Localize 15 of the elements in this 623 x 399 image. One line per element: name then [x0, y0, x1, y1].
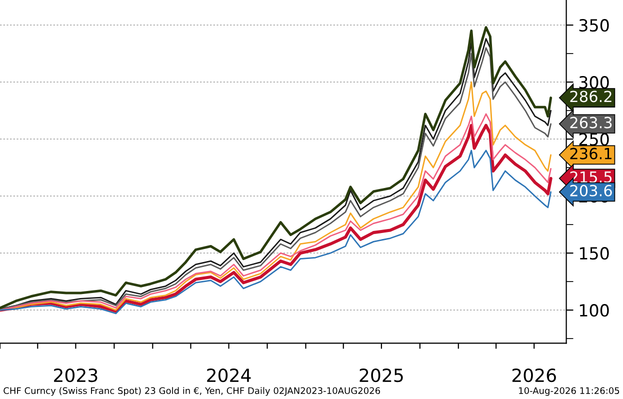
x-tick-label: 2026	[512, 368, 556, 382]
data-label: 236.1	[570, 148, 612, 160]
x-tick-label: 2023	[54, 368, 98, 382]
y-tick-label: 250	[579, 133, 609, 146]
data-label: 203.6	[570, 184, 612, 196]
y-tick-label: 150	[580, 247, 609, 260]
x-tick-label: 2024	[207, 368, 251, 382]
data-label: 286.2	[570, 90, 612, 102]
y-tick-label: 100	[580, 304, 609, 317]
text: 10-Aug-2026 11:26:05	[519, 387, 620, 396]
y-tick-label: 300	[579, 76, 609, 89]
text: CHF Curncy (Swiss Franc Spot) 23 Gold in €, Yen, CHF Daily 02JAN2023-10AUG2026	[4, 387, 380, 396]
data-label: 263.3	[570, 116, 612, 128]
x-tick-label: 2025	[360, 368, 403, 382]
y-tick-label: 350	[579, 19, 609, 32]
